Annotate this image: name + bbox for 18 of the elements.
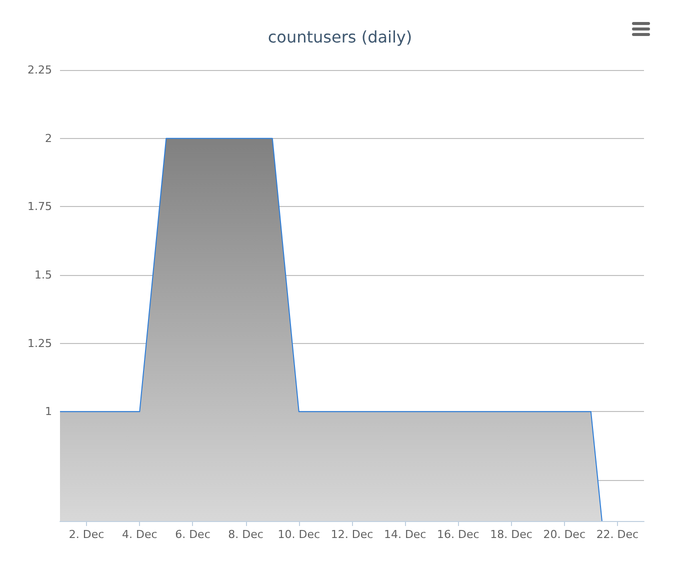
x-tick-label: 2. Dec <box>68 528 104 541</box>
y-tick-label: 1.25 <box>28 336 52 350</box>
y-tick-label: 1.75 <box>28 200 52 214</box>
y-tick-label: 2 <box>45 132 52 145</box>
y-tick-label: 1 <box>45 405 52 418</box>
chart-title: countusers (daily) <box>268 28 412 46</box>
x-tick-label: 10. Dec <box>278 528 320 541</box>
x-tick-label: 18. Dec <box>490 528 532 541</box>
x-tick-label: 4. Dec <box>122 528 158 541</box>
y-tick-label: 2.25 <box>28 64 52 76</box>
y-tick-label: 1.5 <box>34 268 52 282</box>
x-tick-label: 22. Dec <box>596 528 639 541</box>
x-tick-label: 16. Dec <box>437 528 480 541</box>
x-tick-label: 6. Dec <box>175 528 210 541</box>
x-tick-label: 12. Dec <box>330 528 374 541</box>
x-tick-label: 14. Dec <box>384 528 426 541</box>
x-tick-label: 20. Dec <box>543 528 586 541</box>
x-tick-label: 8. Dec <box>228 528 264 541</box>
